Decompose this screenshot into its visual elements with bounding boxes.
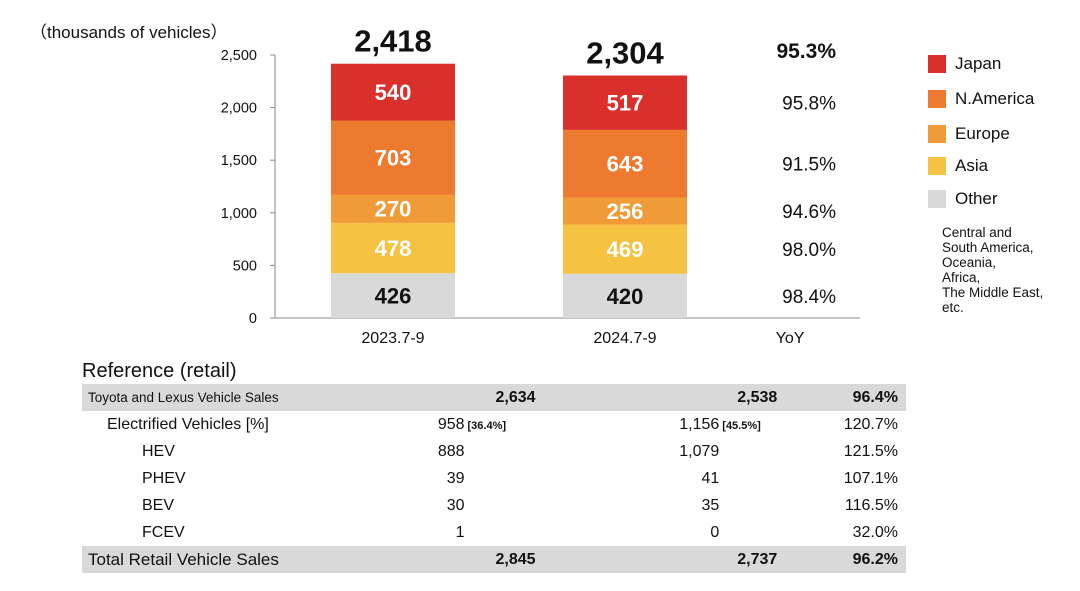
value-yoy: 120.7%	[843, 415, 898, 433]
value-2024: 35	[701, 496, 720, 514]
bar-segment-japan-0	[331, 63, 455, 121]
bar-segment-namerica-1	[563, 129, 687, 198]
value-number: 958	[437, 415, 465, 433]
row-label: PHEV	[142, 469, 186, 487]
row-label: BEV	[142, 496, 175, 514]
yoy-value-europe: 94.6%	[782, 202, 836, 223]
x-tick-label: 2023.7-9	[361, 330, 424, 347]
row-label: Total Retail Vehicle Sales	[82, 546, 331, 573]
y-tick-label: 1,000	[221, 206, 257, 222]
bar-segment-europe-0	[331, 194, 455, 223]
bar-segment-namerica-0	[331, 120, 455, 195]
yoy-value-namerica: 91.5%	[782, 155, 836, 176]
bar-value-label: 478	[375, 236, 412, 261]
value-yoy: 32.0%	[852, 523, 898, 541]
legend-swatch-other	[928, 190, 946, 208]
bar-segment-europe-1	[563, 197, 687, 225]
bar-value-label: 469	[607, 237, 644, 262]
row-label: Electrified Vehicles [%]	[107, 415, 269, 433]
legend-swatch-namerica	[928, 90, 946, 108]
bar-segment-other-0	[331, 273, 455, 318]
legend-item-asia: Asia	[928, 156, 988, 176]
bar-value-label: 256	[607, 199, 644, 224]
value-yoy: 121.5%	[843, 442, 898, 460]
bar-total-label: 2,304	[586, 36, 664, 71]
value-2023: 39	[446, 469, 465, 487]
value-2024: 2,737	[535, 546, 778, 573]
legend-item-europe: Europe	[928, 124, 1010, 144]
y-tick-label: 1,500	[221, 153, 257, 169]
share-2023: [36.4%]	[467, 419, 507, 432]
legend-label-japan: Japan	[955, 54, 1002, 73]
y-tick-label: 0	[249, 311, 257, 327]
value-2024: 1,079	[679, 442, 720, 460]
value-number: 1,156	[679, 415, 720, 433]
bar-value-label: 270	[375, 197, 412, 222]
table-row: Total Retail Vehicle Sales 2,845 2,737 9…	[82, 546, 906, 573]
row-label: Toyota and Lexus Vehicle Sales	[82, 384, 331, 411]
table-row: BEV 30 35 116.5%	[82, 492, 906, 519]
legend-label-other: Other	[955, 189, 998, 208]
legend-label-namerica: N.America	[955, 89, 1035, 108]
unit-label: （thousands of vehicles）	[30, 23, 228, 42]
value-2024: 1,156 [45.5%]	[536, 411, 778, 438]
bar-value-label: 540	[375, 80, 412, 105]
value-2024: 0	[710, 523, 720, 541]
table-row: Electrified Vehicles [%] 958 [36.4%] 1,15…	[82, 411, 906, 438]
y-tick-label: 2,000	[221, 101, 257, 117]
bar-value-label: 420	[607, 284, 644, 309]
stacked-bar-chart: （thousands of vehicles） 0 500 1,000 1,500 2,0…	[30, 23, 860, 347]
legend-swatch-europe	[928, 125, 946, 143]
legend-item-namerica: N.America	[928, 89, 1034, 109]
legend-item-other: Other	[928, 189, 998, 209]
y-tick-label: 500	[233, 258, 257, 274]
value-yoy: 116.5%	[844, 496, 898, 514]
table-row: FCEV 1 0 32.0%	[82, 519, 906, 546]
table-row: PHEV 39 41 107.1%	[82, 465, 906, 492]
reference-title: Reference (retail)	[82, 360, 237, 382]
row-label: HEV	[142, 442, 175, 460]
value-2023: 1	[455, 523, 465, 541]
value-2023: 30	[446, 496, 465, 514]
value-2024: 2,538	[535, 384, 778, 411]
value-yoy: 96.4%	[777, 384, 906, 411]
bar-value-label: 426	[375, 284, 412, 309]
legend-other-note: Central and South America, Oceania, Afri…	[942, 225, 1044, 315]
reference-table: Toyota and Lexus Vehicle Sales 2,634 2,5…	[82, 384, 906, 573]
bar-value-label: 517	[607, 91, 644, 116]
table-row: Toyota and Lexus Vehicle Sales 2,634 2,5…	[82, 384, 906, 411]
bar-total-label: 2,418	[354, 24, 432, 59]
bar-value-label: 703	[375, 146, 412, 171]
bar-value-label: 643	[607, 152, 644, 177]
bar-segment-other-1	[563, 273, 687, 318]
y-tick-label: 2,500	[221, 48, 257, 64]
value-2024: 41	[701, 469, 720, 487]
table-row: HEV 888 1,079 121.5%	[82, 438, 906, 465]
value-2023: 2,634	[330, 384, 536, 411]
row-label: FCEV	[142, 523, 185, 541]
legend-swatch-asia	[928, 157, 946, 175]
value-2023: 2,845	[330, 546, 536, 573]
share-2024: [45.5%]	[722, 419, 761, 432]
bar-segment-asia-0	[331, 222, 455, 274]
yoy-total: 95.3%	[776, 40, 836, 63]
bar-segment-asia-1	[563, 224, 687, 274]
value-2023: 958 [36.4%]	[330, 411, 535, 438]
legend-label-asia: Asia	[955, 156, 989, 175]
yoy-value-asia: 98.0%	[782, 240, 836, 261]
yoy-value-japan: 95.8%	[782, 94, 836, 115]
x-tick-label: 2024.7-9	[593, 330, 656, 347]
legend-item-japan: Japan	[928, 54, 1001, 74]
legend-label-europe: Europe	[955, 124, 1010, 143]
yoy-axis-label: YoY	[776, 330, 805, 347]
bar-segment-japan-1	[563, 75, 687, 130]
legend-swatch-japan	[928, 55, 946, 73]
value-yoy: 96.2%	[777, 546, 906, 573]
value-2023: 888	[437, 442, 465, 460]
yoy-value-other: 98.4%	[782, 287, 836, 308]
value-yoy: 107.1%	[843, 469, 898, 487]
